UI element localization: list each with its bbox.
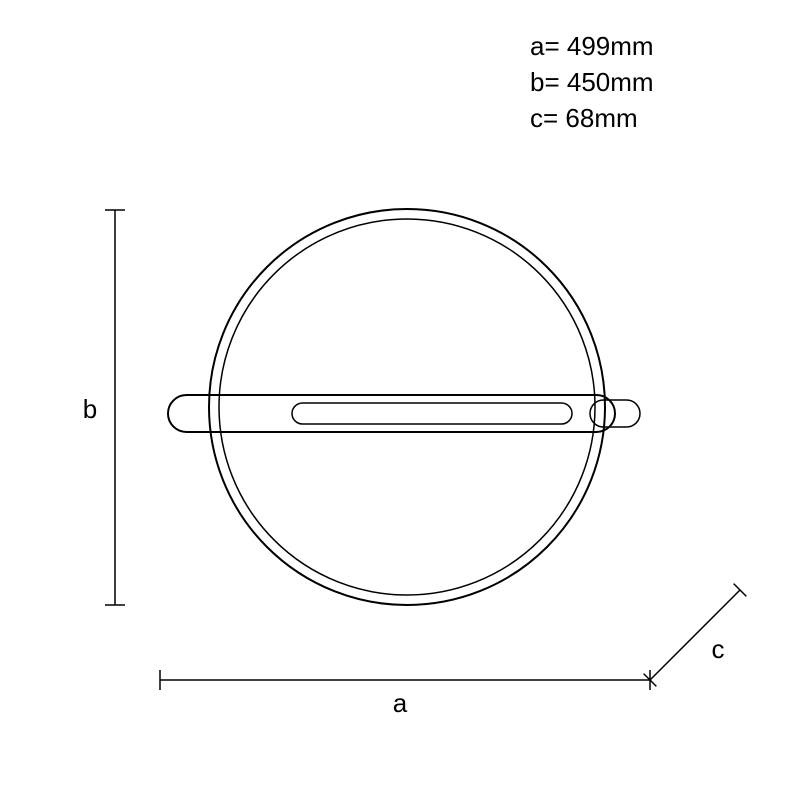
dim-label-a: a — [393, 688, 408, 718]
dimension-lines — [105, 210, 746, 690]
product-outline — [168, 209, 640, 605]
legend-a: a= 499mm — [530, 31, 654, 61]
dim-label-b: b — [83, 394, 97, 424]
dim-label-c: c — [712, 634, 725, 664]
legend-b: b= 450mm — [530, 67, 654, 97]
technical-drawing: a= 499mm b= 450mm c= 68mm a b c — [0, 0, 800, 800]
legend-c: c= 68mm — [530, 103, 638, 133]
